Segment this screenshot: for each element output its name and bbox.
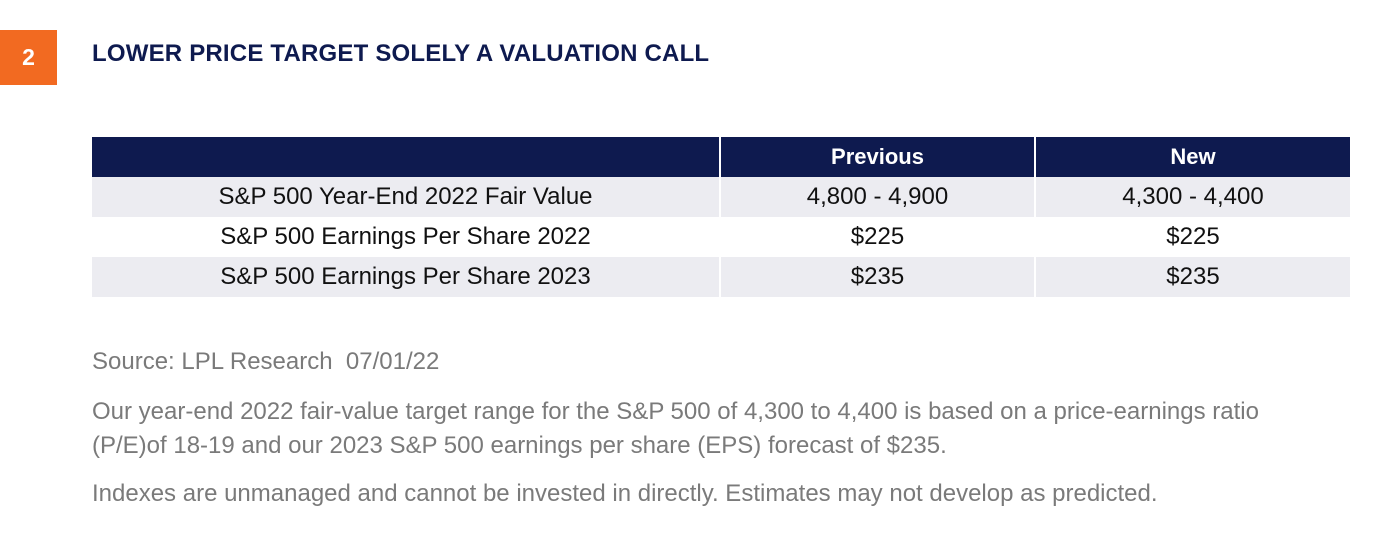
row-label: S&P 500 Earnings Per Share 2022 xyxy=(92,217,720,257)
new-value: $225 xyxy=(1034,217,1350,257)
previous-value: $235 xyxy=(719,257,1035,297)
previous-value: $225 xyxy=(719,217,1035,257)
new-value: $235 xyxy=(1034,257,1350,297)
column-header-label xyxy=(92,137,720,177)
table-header-row: Previous New xyxy=(92,137,1350,177)
table-row: S&P 500 Earnings Per Share 2023 $235 $23… xyxy=(92,257,1350,297)
source-note: Source: LPL Research 07/01/22 xyxy=(92,348,440,375)
table-row: S&P 500 Earnings Per Share 2022 $225 $22… xyxy=(92,217,1350,257)
fair-value-table: Previous New S&P 500 Year-End 2022 Fair … xyxy=(92,137,1350,297)
disclaimer-note: Indexes are unmanaged and cannot be inve… xyxy=(92,480,1158,507)
methodology-note: Our year-end 2022 fair-value target rang… xyxy=(92,398,1259,459)
column-header-previous: Previous xyxy=(719,137,1035,177)
previous-value: 4,800 - 4,900 xyxy=(719,177,1035,217)
table-row: S&P 500 Year-End 2022 Fair Value 4,800 -… xyxy=(92,177,1350,217)
section-number-badge: 2 xyxy=(0,30,57,85)
page-title: LOWER PRICE TARGET SOLELY A VALUATION CA… xyxy=(92,40,710,67)
row-label: S&P 500 Earnings Per Share 2023 xyxy=(92,257,720,297)
new-value: 4,300 - 4,400 xyxy=(1034,177,1350,217)
column-header-new: New xyxy=(1034,137,1350,177)
row-label: S&P 500 Year-End 2022 Fair Value xyxy=(92,177,720,217)
